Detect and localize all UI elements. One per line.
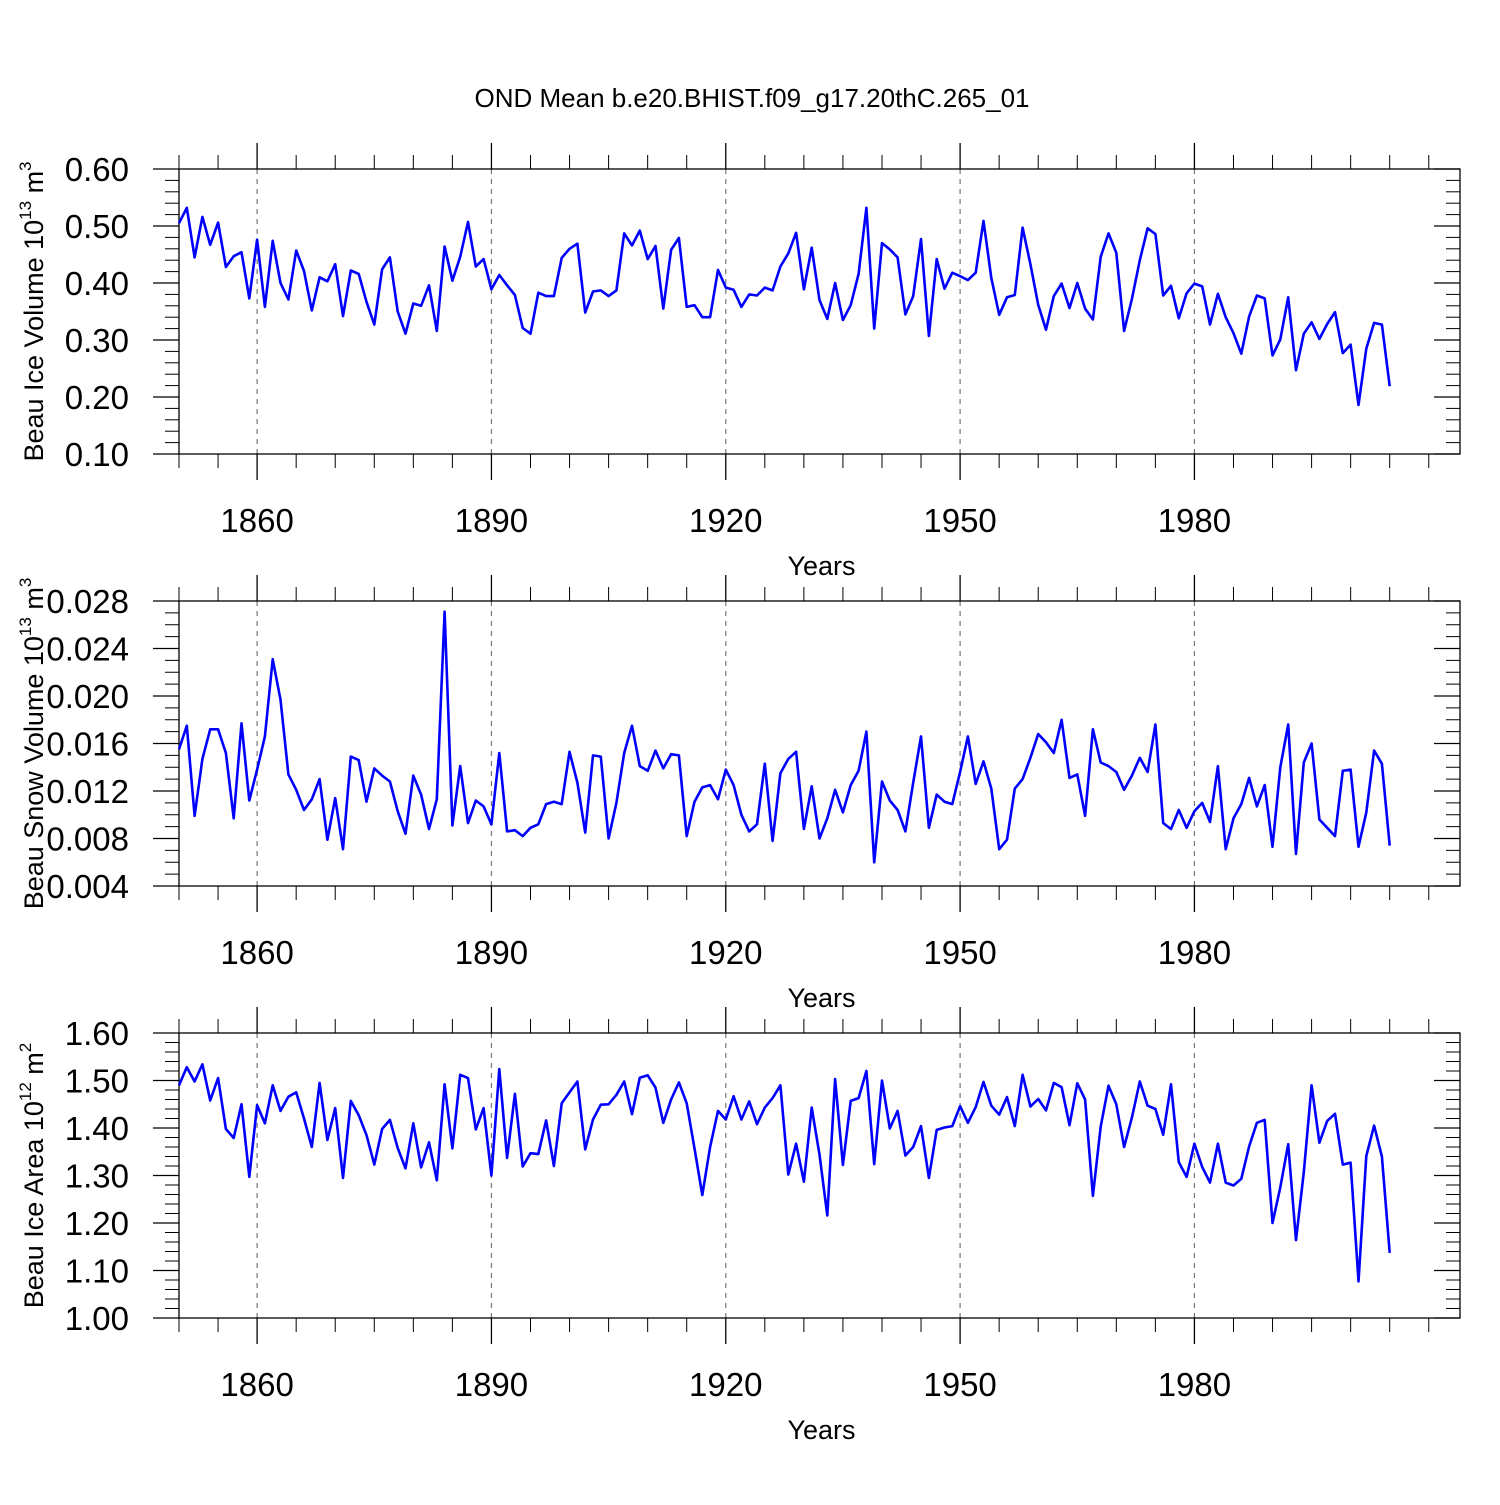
y-tick-label: 0.40 [65,265,129,302]
x-tick-label: 1980 [1158,502,1231,539]
x-axis-label: Years [787,983,855,1013]
y-tick-label: 0.30 [65,322,129,359]
x-tick-label: 1920 [689,502,762,539]
x-tick-label: 1890 [455,1366,528,1403]
series-line-1-1 [177,206,1391,407]
y-tick-label: 0.20 [65,379,129,416]
plot-frame [178,600,1461,887]
panel-3: 1.00 1.10 1.20 1.30 1.40 1.50 1.60 1860 1890 1920… [16,1007,1461,1445]
y-tick-label: 0.012 [46,773,129,810]
y-tick-label: 1.40 [65,1110,129,1147]
y-tick-label: 0.008 [46,821,129,858]
y-tick-label: 0.10 [65,436,129,473]
y-tick-label: 0.50 [65,208,129,245]
y-tick-label: 1.50 [65,1063,129,1100]
plot-frame [178,168,1461,455]
y-tick-label: 0.020 [46,678,129,715]
x-tick-label: 1920 [689,1366,762,1403]
x-tick-label: 1980 [1158,934,1231,971]
y-axis-label: Beau Snow Volume 1013 m3 [16,578,49,910]
x-tick-label: 1890 [455,502,528,539]
y-tick-label: 1.20 [65,1205,129,1242]
series-line-3-1 [177,1063,1391,1283]
y-tick-label: 0.016 [46,726,129,763]
x-tick-label: 1860 [220,934,293,971]
y-tick-label: 1.10 [65,1253,129,1290]
series-line-2-1 [177,610,1391,864]
x-tick-label: 1890 [455,934,528,971]
panel-2: 0.004 0.008 0.012 0.016 0.020 0.024 0.028 1860 1… [16,575,1461,1013]
x-tick-label: 1950 [923,1366,996,1403]
x-tick-label: 1980 [1158,1366,1231,1403]
y-tick-label: 0.004 [46,868,129,905]
y-tick-label: 0.60 [65,151,129,188]
y-tick-label: 1.00 [65,1300,129,1337]
x-axis-label: Years [787,551,855,581]
x-axis-label: Years [787,1415,855,1445]
y-tick-label: 1.60 [65,1015,129,1052]
x-tick-label: 1950 [923,502,996,539]
x-tick-label: 1920 [689,934,762,971]
chart-title: OND Mean b.e20.BHIST.f09_g17.20thC.265_0… [474,83,1029,113]
y-tick-label: 0.028 [46,583,129,620]
y-tick-label: 1.30 [65,1158,129,1195]
x-tick-label: 1860 [220,1366,293,1403]
y-axis-label: Beau Ice Area 1012 m2 [16,1043,49,1309]
y-axis-label: Beau Ice Volume 1013 m3 [16,161,49,461]
x-tick-label: 1860 [220,502,293,539]
y-tick-label: 0.024 [46,631,129,668]
panel-1: 0.10 0.20 0.30 0.40 0.50 0.60 1860 1890 1920 1950… [16,143,1461,581]
x-tick-label: 1950 [923,934,996,971]
